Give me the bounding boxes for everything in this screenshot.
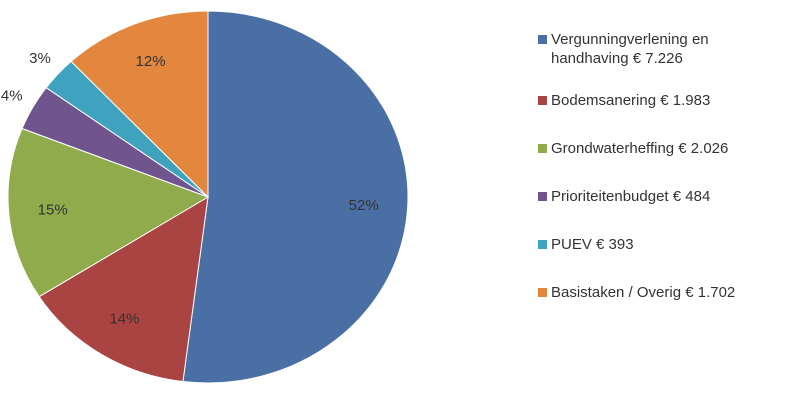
legend-item: Grondwaterheffing € 2.026: [538, 139, 771, 158]
legend-label: Basistaken / Overig € 1.702: [551, 284, 736, 301]
legend-item: Prioriteitenbudget € 484: [538, 187, 771, 206]
pie-slice: [7, 127, 210, 298]
legend: Vergunningverlening en handhaving € 7.22…: [538, 30, 808, 302]
data-label: 52%: [349, 197, 379, 214]
legend-swatch: [538, 144, 547, 153]
data-label: 3%: [29, 50, 51, 67]
legend-item: Basistaken / Overig € 1.702: [538, 283, 771, 302]
legend-item: Vergunningverlening en handhaving € 7.22…: [538, 30, 771, 68]
legend-swatch: [538, 288, 547, 297]
data-label: 4%: [1, 88, 23, 105]
legend-swatch: [538, 96, 547, 105]
pie-slice: [182, 10, 409, 384]
data-label: 15%: [38, 202, 68, 219]
pie-area: 52% 14% 15% 4% 3% 12%: [1, 10, 409, 384]
legend-swatch: [538, 240, 547, 249]
data-label: 12%: [136, 53, 166, 70]
legend-swatch: [538, 35, 547, 44]
legend-label: Grondwaterheffing € 2.026: [551, 140, 729, 157]
data-label: 14%: [109, 310, 139, 327]
legend-swatch: [538, 192, 547, 201]
legend-label: PUEV € 393: [551, 236, 634, 253]
pie-slice: [38, 196, 209, 383]
legend-label: Bodemsanering € 1.983: [551, 92, 711, 109]
legend-label: Vergunningverlening en handhaving € 7.22…: [551, 31, 709, 67]
legend-item: Bodemsanering € 1.983: [538, 91, 771, 110]
pie-slice: [70, 10, 209, 199]
legend-item: PUEV € 393: [538, 235, 771, 254]
legend-label: Prioriteitenbudget € 484: [551, 188, 711, 205]
